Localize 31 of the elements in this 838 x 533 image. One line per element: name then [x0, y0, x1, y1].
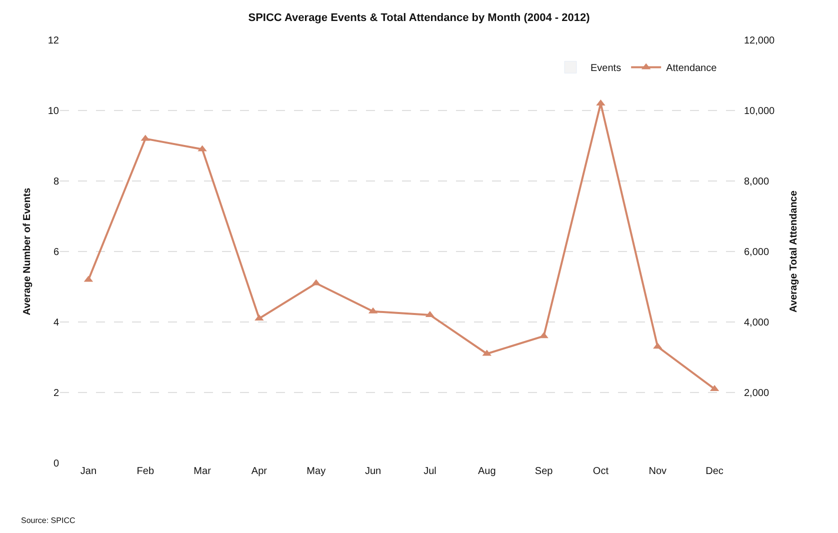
x-tick-label: Nov — [648, 466, 667, 477]
x-tick-label: Oct — [592, 466, 609, 477]
y-axis-title: Average Number of Events — [22, 187, 33, 316]
x-tick-label: Feb — [136, 466, 154, 477]
x-tick-label: Jan — [80, 466, 97, 477]
y2-tick-label: 8,000 — [744, 176, 770, 188]
y-tick-label: 4 — [53, 318, 60, 328]
x-tick-label: Jul — [424, 466, 436, 477]
y2-tick-label: 2,000 — [744, 388, 770, 399]
x-tick-label: Aug — [478, 466, 496, 477]
source-note: Source: SPICC — [21, 516, 76, 525]
y-tick-label: 10 — [48, 106, 60, 117]
x-tick-label: Sep — [534, 466, 554, 477]
y-tick-label: 0 — [53, 458, 60, 470]
y2-tick-label: 12,000 — [744, 36, 776, 46]
y-tick-label: 6 — [53, 247, 60, 258]
y2-tick-label: 4,000 — [744, 318, 770, 328]
y-tick-label: 12 — [48, 36, 60, 46]
y2-tick-label: 6,000 — [744, 247, 770, 258]
legend-label: Attendance — [666, 63, 718, 74]
x-tick-label: Dec — [706, 466, 724, 477]
x-tick-label: May — [306, 466, 326, 477]
chart-title: SPICC Average Events & Total Attendance by Month (2004 - 2012) — [248, 12, 590, 24]
y-tick-label: 8 — [53, 176, 60, 188]
x-tick-label: Jun — [364, 466, 382, 477]
x-tick-label: Mar — [194, 466, 212, 477]
legend-label: Events — [590, 63, 622, 74]
y-tick-label: 2 — [53, 388, 60, 399]
x-tick-label: Apr — [251, 466, 268, 477]
y2-axis-title: Average Total Attendance — [788, 190, 800, 312]
y2-tick-label: 10,000 — [744, 106, 776, 117]
